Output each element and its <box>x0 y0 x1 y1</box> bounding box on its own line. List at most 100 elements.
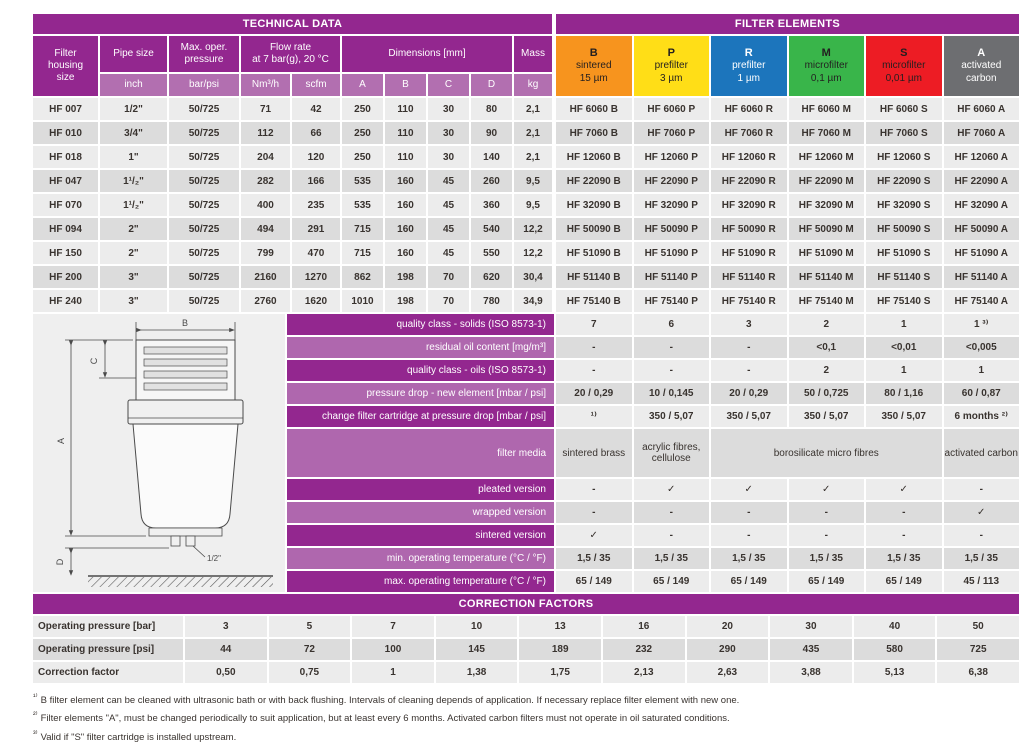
element-part-number: HF 75140 R <box>711 290 787 312</box>
spec-value-cell: - <box>556 502 632 523</box>
element-part-number: HF 12060 B <box>556 146 632 168</box>
col-header-mass: Mass <box>514 36 552 72</box>
element-type: microfilter <box>882 60 926 72</box>
filter-element-column-header: P prefilter 3 µm <box>633 36 709 96</box>
subheader-kg: kg <box>514 74 552 96</box>
spec-row: min. operating temperature (°C / °F) 1,5 … <box>287 548 1019 569</box>
dim-label-a: A <box>56 438 66 444</box>
flow-scfm-value: 120 <box>292 146 340 168</box>
spec-value-cell: - <box>556 360 632 381</box>
filter-elements-table: FILTER ELEMENTS B sintered 15 µm P prefi… <box>556 14 1019 312</box>
dim-d-value: 80 <box>471 98 512 120</box>
mass-value: 2,1 <box>514 146 552 168</box>
element-part-number: HF 51140 A <box>943 266 1019 288</box>
dim-label-d: D <box>55 558 65 565</box>
element-part-number: HF 22090 S <box>866 170 942 192</box>
dim-a-value: 250 <box>342 146 383 168</box>
max-pressure-value: 50/725 <box>169 146 239 168</box>
pipe-size-value: 1" <box>100 146 167 168</box>
dim-label-c: C <box>89 357 99 364</box>
correction-value: 20 <box>686 616 769 637</box>
max-pressure-value: 50/725 <box>169 242 239 264</box>
spec-row-label: sintered version <box>287 525 554 546</box>
footnote-text: B filter element can be cleaned with ult… <box>40 695 740 707</box>
correction-value: 2,63 <box>686 662 769 683</box>
spec-value-cell: ✓ <box>866 479 942 500</box>
flow-nm3h-value: 799 <box>241 242 290 264</box>
filter-housing-size: HF 047 <box>33 170 98 192</box>
dim-a-value: 862 <box>342 266 383 288</box>
spec-row-label: min. operating temperature (°C / °F) <box>287 548 554 569</box>
spec-value-cell: 80 / 1,16 <box>866 383 942 404</box>
technical-table-row: HF 047 1¹/₂" 50/725 282 166 535 160 45 2… <box>33 170 552 192</box>
spec-value-cell: 6 <box>633 314 709 335</box>
subheader-inch: inch <box>100 74 167 96</box>
filter-element-column-header: S microfilter 0,01 µm <box>866 36 942 96</box>
dim-a-value: 1010 <box>342 290 383 312</box>
correction-value: 44 <box>185 639 267 660</box>
spec-value-cell: 65 / 149 <box>866 571 942 592</box>
dim-c-value: 30 <box>428 98 469 120</box>
correction-value: 3,88 <box>770 662 852 683</box>
flow-nm3h-value: 400 <box>241 194 290 216</box>
flow-nm3h-value: 282 <box>241 170 290 192</box>
element-code: S <box>900 46 908 59</box>
spec-value-cell: - <box>633 502 709 523</box>
spec-value-cell: - <box>943 525 1019 546</box>
flow-scfm-value: 166 <box>292 170 340 192</box>
spec-row: residual oil content [mg/m³] - - - <0,1 <0,01… <box>287 337 1019 358</box>
correction-value: 100 <box>352 639 434 660</box>
technical-table-row: HF 150 2" 50/725 799 470 715 160 45 550 … <box>33 242 552 264</box>
spec-rows: quality class - solids (ISO 8573-1) 7 6 3 2 1… <box>287 314 1019 592</box>
mass-value: 30,4 <box>514 266 552 288</box>
filter-element-row: HF 22090 B HF 22090 P HF 22090 R HF 2209… <box>556 170 1019 192</box>
correction-row-label: Operating pressure [psi] <box>33 639 183 660</box>
element-micron: 15 µm <box>579 72 608 84</box>
element-part-number: HF 50090 B <box>556 218 632 240</box>
filter-elements-header: B sintered 15 µm P prefilter 3 µm R pref… <box>556 36 1019 96</box>
filter-housing-size: HF 018 <box>33 146 98 168</box>
element-part-number: HF 75140 A <box>943 290 1019 312</box>
subheader-bar-psi: bar/psi <box>169 74 239 96</box>
correction-value: 0,75 <box>268 662 351 683</box>
spec-value-cell: - <box>711 525 787 546</box>
correction-value: 0,50 <box>185 662 267 683</box>
footnotes: ¹⁾ B filter element can be cleaned with u… <box>33 691 1019 745</box>
correction-value: 30 <box>770 616 852 637</box>
element-part-number: HF 6060 B <box>556 98 632 120</box>
spec-row: filter media sintered brass acrylic fibres… <box>287 429 1019 477</box>
subheader-nm3h: Nm³/h <box>241 74 290 96</box>
element-part-number: HF 7060 S <box>866 122 942 144</box>
dim-b-value: 198 <box>385 266 426 288</box>
element-part-number: HF 6060 A <box>943 98 1019 120</box>
correction-value: 290 <box>686 639 769 660</box>
max-pressure-value: 50/725 <box>169 98 239 120</box>
element-type: prefilter <box>732 60 766 72</box>
element-part-number: HF 12060 A <box>943 146 1019 168</box>
spec-value-cell: 2 <box>788 360 864 381</box>
correction-value: 580 <box>853 639 936 660</box>
element-part-number: HF 51090 A <box>943 242 1019 264</box>
spec-value-cell: 1,5 / 35 <box>711 548 787 569</box>
technical-table-row: HF 007 1/2" 50/725 71 42 250 110 30 80 2… <box>33 98 552 120</box>
element-part-number: HF 7060 B <box>556 122 632 144</box>
subheader-dim-b: B <box>385 74 426 96</box>
col-header-flow-rate: Flow rate at 7 bar(g), 20 °C <box>241 36 340 72</box>
spec-value-cell: borosilicate micro fibres <box>711 429 942 477</box>
element-part-number: HF 50090 S <box>866 218 942 240</box>
correction-factors-title: CORRECTION FACTORS <box>33 594 1019 614</box>
element-part-number: HF 51090 R <box>711 242 787 264</box>
spec-value-cell: ✓ <box>943 502 1019 523</box>
correction-value: 189 <box>519 639 601 660</box>
spec-value-cell: 6 months ²⁾ <box>943 406 1019 427</box>
flow-nm3h-value: 2760 <box>241 290 290 312</box>
subheader-dim-d: D <box>471 74 512 96</box>
mass-value: 9,5 <box>514 170 552 192</box>
mass-value: 9,5 <box>514 194 552 216</box>
footnote-marker: ¹⁾ <box>33 692 38 701</box>
element-part-number: HF 32090 S <box>866 194 942 216</box>
dim-b-value: 110 <box>385 122 426 144</box>
spec-value-cell: - <box>633 525 709 546</box>
mass-value: 34,9 <box>514 290 552 312</box>
spec-row-label: wrapped version <box>287 502 554 523</box>
